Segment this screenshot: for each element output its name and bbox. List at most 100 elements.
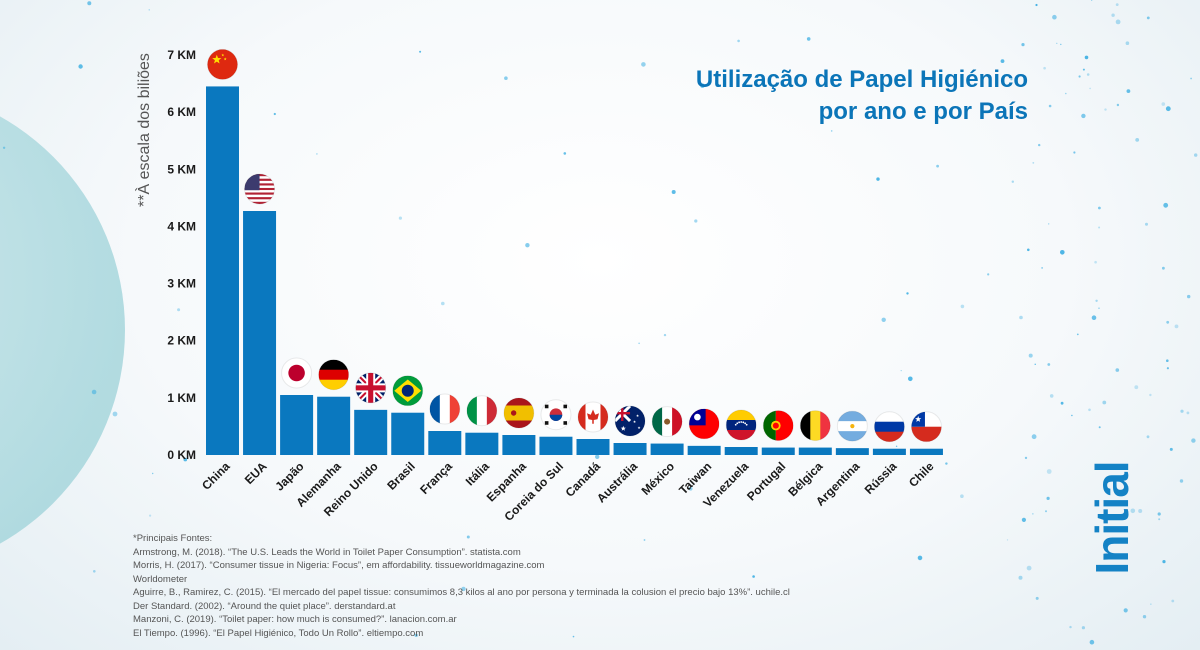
decor-dot xyxy=(1071,414,1073,417)
source-line: Aguirre, B., Ramirez, C. (2015). “El mer… xyxy=(133,587,790,598)
decor-dot xyxy=(572,635,575,638)
belgium-flag-icon xyxy=(799,410,831,442)
bar-4 xyxy=(354,409,388,455)
decor-dot xyxy=(945,462,948,465)
decor-dot xyxy=(1084,55,1089,60)
decor-dot xyxy=(1086,73,1090,76)
globe-shape xyxy=(0,116,125,544)
decor-dot xyxy=(1162,266,1165,270)
title-line-2: por ano e por País xyxy=(818,98,1028,125)
bar-7 xyxy=(465,432,499,455)
decor-dot xyxy=(1116,103,1120,107)
decor-dot xyxy=(1060,401,1064,405)
decor-dot xyxy=(1073,151,1076,154)
decor-dot xyxy=(1163,202,1169,208)
decor-dot xyxy=(1123,608,1128,613)
decor-dot xyxy=(1146,435,1150,439)
decor-dot xyxy=(1150,603,1152,605)
decor-dot xyxy=(1056,42,1058,44)
decor-dot xyxy=(1191,438,1196,443)
decor-dot xyxy=(1169,447,1173,451)
decor-dot xyxy=(1142,615,1147,619)
decor-dot xyxy=(1158,518,1161,521)
decor-dot xyxy=(895,445,898,447)
decor-dot xyxy=(1091,315,1097,321)
source-line: Worldometer xyxy=(133,573,188,585)
decor-dot xyxy=(1098,307,1100,309)
decor-dot xyxy=(1130,508,1136,514)
sources-list: *Principais Fontes: Armstrong, M. (2018)… xyxy=(133,532,790,640)
decor-dot xyxy=(1091,0,1093,1)
decor-dot xyxy=(93,570,96,573)
decor-dot xyxy=(1041,267,1043,269)
decor-dot xyxy=(1115,368,1120,372)
decor-dot xyxy=(1174,324,1179,329)
decor-dot xyxy=(1180,409,1184,413)
decor-dot xyxy=(316,153,318,155)
decor-dot xyxy=(1166,320,1170,324)
decor-dot xyxy=(414,633,418,637)
decor-dot xyxy=(1162,560,1166,564)
decor-dot xyxy=(1146,16,1150,20)
decor-dot xyxy=(91,389,97,395)
decor-dot xyxy=(1081,113,1086,119)
y-tick-label: 1 KM xyxy=(167,391,196,405)
decor-dot xyxy=(917,555,923,561)
x-tick-label: Chile xyxy=(906,459,937,490)
decor-dot xyxy=(1115,3,1119,6)
bar-18 xyxy=(872,448,906,455)
decor-dot xyxy=(398,216,402,220)
decor-dot xyxy=(87,1,92,6)
x-tick-label: Portugal xyxy=(744,459,788,503)
bar-2 xyxy=(280,395,314,455)
china-flag-icon xyxy=(207,48,238,80)
decor-dot xyxy=(1135,138,1140,142)
decor-dot xyxy=(1115,19,1121,25)
decor-dot xyxy=(1065,92,1067,95)
decor-dot xyxy=(1089,639,1095,645)
decor-dot xyxy=(595,454,600,459)
decor-dot xyxy=(1010,78,1013,81)
bar-6 xyxy=(428,431,462,455)
y-tick-label: 0 KM xyxy=(167,448,196,462)
decor-dot xyxy=(1019,315,1023,320)
decor-dot xyxy=(1166,359,1169,363)
bar-3 xyxy=(317,396,351,455)
decor-dot xyxy=(525,243,530,248)
decor-dot xyxy=(1034,363,1036,365)
bar-8 xyxy=(502,435,536,455)
decor-dot xyxy=(1098,206,1101,210)
decor-dot xyxy=(1021,43,1025,47)
decor-dot xyxy=(1035,3,1038,7)
uk-flag-icon xyxy=(355,372,387,404)
japan-flag-icon xyxy=(281,357,313,389)
decor-dot xyxy=(1186,411,1190,415)
decor-dot xyxy=(1000,59,1005,63)
portugal-flag-icon xyxy=(762,410,794,442)
decor-dot xyxy=(1138,509,1143,513)
source-line: Manzoni, C. (2019). “Toilet paper: how m… xyxy=(133,614,457,625)
y-tick-label: 3 KM xyxy=(167,277,196,291)
y-tick-label: 4 KM xyxy=(167,219,196,233)
decor-dot xyxy=(1082,68,1085,71)
decor-dot xyxy=(1032,513,1034,515)
decor-dot xyxy=(1111,13,1115,17)
decor-dot xyxy=(1048,104,1052,108)
decor-dot xyxy=(1098,226,1101,229)
decor-dot xyxy=(960,494,964,499)
decor-dot xyxy=(148,9,150,11)
bar-19 xyxy=(909,448,943,455)
australia-flag-icon xyxy=(614,405,646,437)
decor-dot xyxy=(1088,408,1091,412)
decor-dot xyxy=(1031,434,1037,440)
bar-10 xyxy=(576,439,610,455)
decor-dot xyxy=(806,37,811,41)
decor-dot xyxy=(1047,363,1051,366)
bar-5 xyxy=(391,412,425,455)
y-tick-label: 5 KM xyxy=(167,162,196,176)
source-line: Der Standard. (2002). “Around the quiet … xyxy=(133,600,396,612)
decor-dot xyxy=(1069,625,1072,629)
decor-dot xyxy=(1161,102,1166,106)
decor-dot xyxy=(504,76,508,80)
